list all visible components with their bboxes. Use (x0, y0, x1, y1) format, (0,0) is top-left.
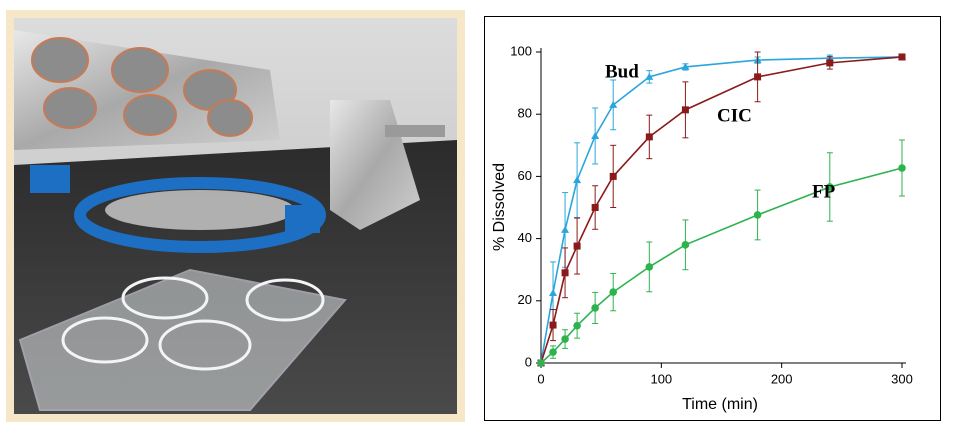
marker (573, 242, 581, 250)
marker (753, 211, 762, 219)
well-plate (18, 268, 347, 411)
marker (561, 335, 569, 343)
marker (645, 133, 653, 141)
marker (573, 176, 582, 184)
y-tick-label: 80 (518, 106, 532, 121)
marker (609, 172, 617, 180)
x-tick-label: 100 (650, 371, 672, 386)
marker (826, 59, 834, 67)
series-label: FP (812, 181, 836, 202)
marker (609, 288, 617, 296)
tray (105, 190, 295, 230)
x-axis-title: Time (min) (682, 396, 758, 413)
handle-bar (385, 125, 445, 137)
marker (591, 131, 600, 139)
marker (561, 269, 569, 277)
marker (681, 106, 689, 114)
blue-clamp (285, 205, 320, 233)
y-axis-title: % Dissolved (491, 163, 508, 251)
marker (591, 304, 599, 312)
marker (645, 72, 654, 80)
series-label: CIC (717, 105, 752, 126)
photo (6, 10, 465, 422)
marker (573, 321, 581, 330)
marker (898, 164, 906, 172)
marker (549, 321, 557, 329)
wells (61, 276, 325, 371)
marker (898, 53, 906, 61)
y-tick-label: 60 (518, 168, 532, 183)
marker (549, 348, 557, 356)
marker (609, 100, 618, 108)
marker (681, 62, 690, 70)
marker (754, 73, 762, 81)
marker (645, 263, 654, 271)
y-tick-label: 20 (518, 292, 532, 307)
vessels (31, 37, 253, 137)
marker (826, 183, 834, 191)
marker (561, 225, 570, 233)
blue-clamp (30, 165, 70, 193)
chart-frame (484, 16, 941, 421)
y-tick-label: 40 (518, 230, 532, 245)
x-tick-label: 300 (891, 371, 913, 386)
marker (681, 241, 690, 249)
marker (549, 289, 558, 297)
x-tick-label: 0 (537, 371, 544, 386)
x-tick-label: 200 (771, 371, 793, 386)
y-tick-label: 0 (525, 354, 532, 369)
y-tick-label: 100 (510, 43, 532, 58)
marker (537, 359, 545, 367)
series-label: Bud (605, 61, 639, 82)
marker (591, 204, 599, 211)
